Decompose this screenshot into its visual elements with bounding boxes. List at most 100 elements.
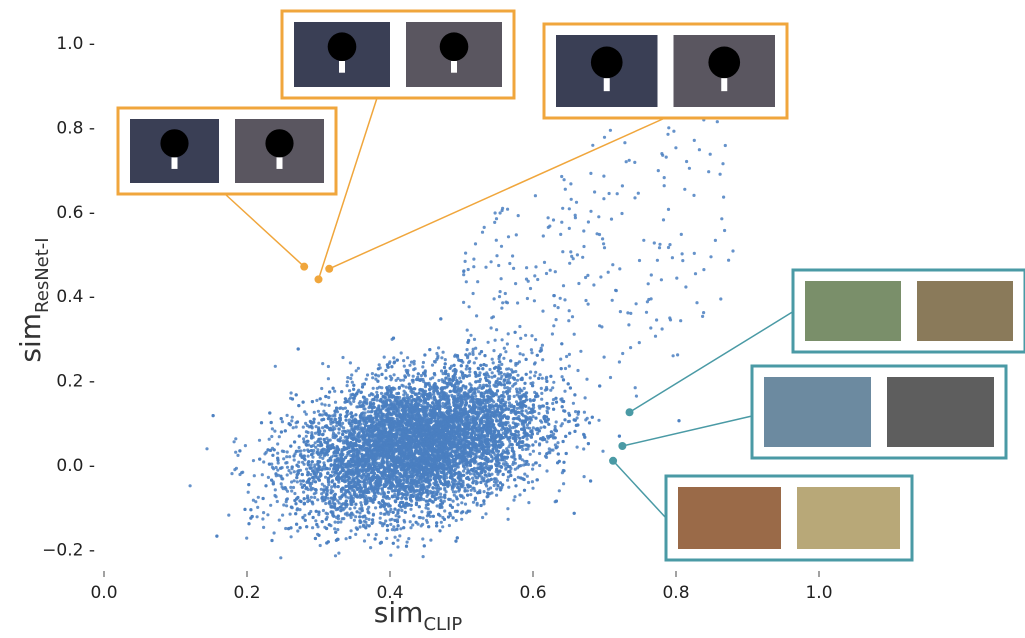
scatter-point [515, 361, 520, 366]
scatter-point [524, 447, 528, 451]
scatter-point [281, 513, 285, 517]
scatter-point [486, 340, 490, 344]
scatter-points [188, 118, 735, 560]
scatter-point [402, 364, 406, 368]
scatter-point [408, 520, 412, 524]
scatter-point [478, 371, 482, 375]
scatter-point [514, 369, 518, 374]
scatter-point [551, 386, 555, 390]
scatter-point [262, 510, 266, 515]
y-tick-label: 0.8 - [56, 118, 95, 138]
scatter-point [327, 467, 332, 471]
scatter-point [324, 511, 328, 515]
scatter-point [266, 513, 270, 517]
scatter-point [301, 425, 305, 429]
scatter-point [318, 455, 322, 459]
scatter-point [277, 435, 281, 439]
scatter-point [290, 415, 294, 419]
scatter-point [435, 351, 439, 356]
scatter-point [471, 352, 475, 356]
scatter-point [324, 475, 328, 479]
scatter-point [540, 391, 544, 395]
scatter-point [313, 495, 317, 500]
scatter-point [502, 356, 506, 360]
scatter-point [576, 368, 580, 373]
scatter-point [463, 502, 468, 506]
scatter-point [358, 525, 362, 529]
scatter-point [484, 512, 488, 516]
scatter-point [367, 517, 371, 522]
scatter-point [421, 516, 425, 520]
scatter-point [421, 555, 425, 559]
scatter-point [371, 386, 375, 390]
scatter-point [529, 348, 534, 352]
scatter-point [492, 480, 497, 484]
scatter-point [391, 510, 395, 514]
scatter-point [236, 453, 240, 457]
scatter-point [454, 490, 458, 494]
scatter-point [333, 554, 338, 558]
scatter-point [309, 463, 313, 467]
scatter-point [531, 467, 535, 471]
scatter-point [257, 438, 262, 442]
scatter-point [370, 372, 374, 376]
scatter-point [285, 465, 290, 469]
scatter-point [532, 405, 536, 410]
scatter-point [437, 346, 441, 350]
scatter-point [341, 421, 345, 425]
scatter-point [477, 373, 482, 377]
x-tick-label: 0.2 [233, 583, 260, 603]
scatter-point [285, 497, 289, 501]
scatter-point [354, 532, 358, 537]
y-tick-label: 0.6 - [56, 203, 95, 223]
scatter-point [276, 468, 280, 472]
scatter-point [516, 475, 520, 479]
scatter-point [314, 425, 318, 429]
scatter-point [551, 401, 555, 406]
scatter-point [399, 351, 403, 355]
scatter-point [303, 513, 307, 517]
scatter-point [520, 458, 524, 462]
scatter-point [359, 503, 364, 507]
scatter-point [422, 497, 426, 502]
scatter-point [262, 525, 266, 530]
scatter-point [389, 522, 393, 527]
scatter-point [285, 413, 289, 417]
scatter-point [188, 484, 192, 488]
scatter-point [255, 515, 259, 519]
x-tick-label: 0.0 [90, 583, 117, 603]
scatter-point [285, 473, 289, 477]
scatter-point [484, 473, 488, 477]
scatter-point [421, 365, 425, 369]
scatter-point [280, 477, 284, 481]
scatter-point [384, 368, 388, 373]
scatter-point [597, 418, 601, 422]
scatter-point [515, 387, 519, 391]
scatter-point [270, 462, 274, 466]
scatter-point [252, 474, 256, 478]
scatter-point [292, 470, 296, 474]
scatter-point [537, 411, 541, 416]
scatter-point [523, 459, 527, 463]
scatter-point [444, 402, 448, 406]
scatter-point [400, 496, 404, 500]
scatter-point [429, 538, 433, 542]
x-tick-label: 1.0 [805, 583, 832, 603]
scatter-point [525, 474, 529, 478]
scatter-point [534, 440, 538, 444]
scatter-point [256, 505, 260, 509]
scatter-point [525, 437, 529, 441]
scatter-point [279, 556, 283, 560]
scatter-point [556, 441, 560, 445]
scatter-point [302, 490, 306, 494]
scatter-point [321, 426, 325, 430]
scatter-point [469, 493, 473, 497]
scatter-point [553, 443, 558, 447]
scatter-point [584, 418, 588, 422]
scatter-point [419, 524, 423, 528]
scatter-point [306, 454, 310, 458]
scatter-point [582, 410, 587, 414]
scatter-point [313, 431, 318, 435]
scatter-point [634, 394, 639, 398]
scatter-point [280, 485, 284, 489]
